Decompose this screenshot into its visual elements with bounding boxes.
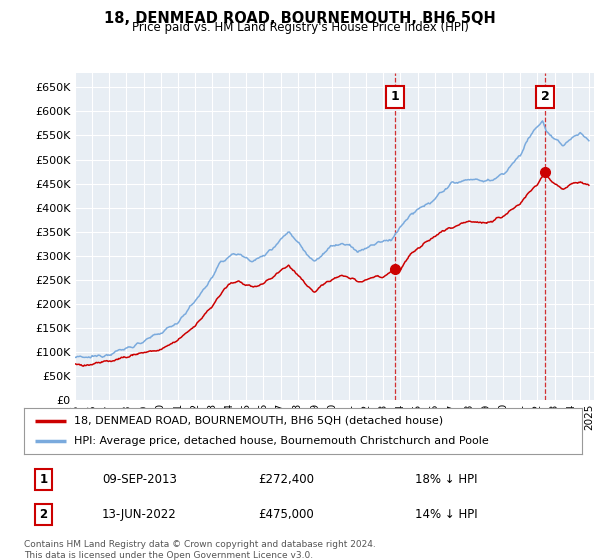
Text: 14% ↓ HPI: 14% ↓ HPI (415, 508, 477, 521)
Text: HPI: Average price, detached house, Bournemouth Christchurch and Poole: HPI: Average price, detached house, Bour… (74, 436, 489, 446)
Text: 18% ↓ HPI: 18% ↓ HPI (415, 473, 477, 486)
Text: 18, DENMEAD ROAD, BOURNEMOUTH, BH6 5QH (detached house): 18, DENMEAD ROAD, BOURNEMOUTH, BH6 5QH (… (74, 416, 443, 426)
Text: 2: 2 (40, 508, 47, 521)
Text: 13-JUN-2022: 13-JUN-2022 (102, 508, 177, 521)
Text: 09-SEP-2013: 09-SEP-2013 (102, 473, 177, 486)
Text: £475,000: £475,000 (259, 508, 314, 521)
Text: Contains HM Land Registry data © Crown copyright and database right 2024.
This d: Contains HM Land Registry data © Crown c… (24, 540, 376, 560)
Text: 1: 1 (40, 473, 47, 486)
Text: 1: 1 (391, 90, 400, 103)
Text: £272,400: £272,400 (259, 473, 314, 486)
Text: 2: 2 (541, 90, 550, 103)
Text: Price paid vs. HM Land Registry's House Price Index (HPI): Price paid vs. HM Land Registry's House … (131, 21, 469, 34)
Text: 18, DENMEAD ROAD, BOURNEMOUTH, BH6 5QH: 18, DENMEAD ROAD, BOURNEMOUTH, BH6 5QH (104, 11, 496, 26)
